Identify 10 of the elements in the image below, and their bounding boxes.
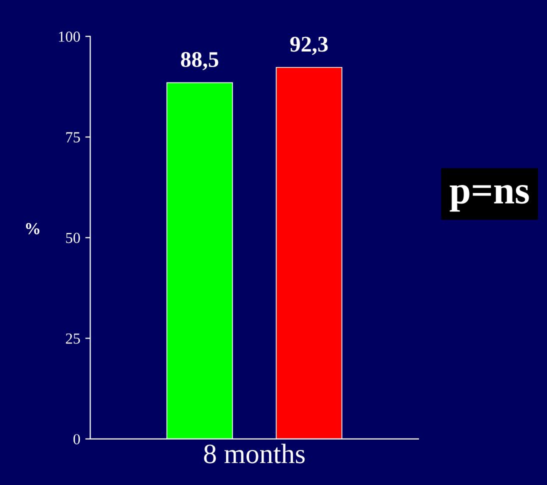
y-tick-label: 100 (58, 32, 80, 42)
y-tick-label: 0 (73, 434, 80, 444)
text: p=ns (450, 185, 529, 212)
y-tick-label: 50 (66, 232, 80, 244)
data-label: 88,5 (180, 52, 218, 70)
data-label: 92,3 (290, 36, 328, 55)
y-tick-label: 25 (66, 333, 80, 344)
y-tick-label: 75 (66, 132, 80, 142)
x-tick-label: 8 months (204, 444, 305, 464)
y-axis-title: % (26, 223, 40, 234)
